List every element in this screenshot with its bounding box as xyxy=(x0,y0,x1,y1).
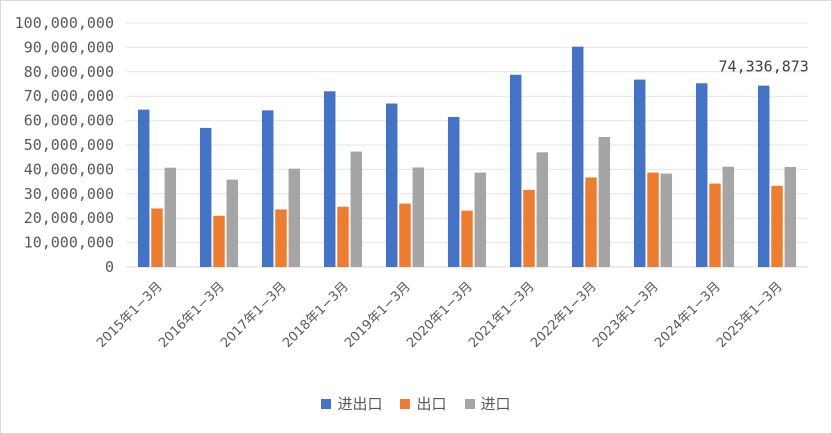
y-tick-label: 30,000,000 xyxy=(24,185,114,203)
bar xyxy=(213,215,225,267)
data-label: 74,336,873 xyxy=(719,58,809,76)
bar xyxy=(771,185,783,267)
bar xyxy=(598,136,611,267)
y-tick-label: 80,000,000 xyxy=(24,63,114,81)
y-tick-label: 60,000,000 xyxy=(24,112,114,130)
bar xyxy=(261,110,274,268)
bar xyxy=(709,183,721,267)
legend-item-export: 出口 xyxy=(400,393,447,414)
bar-chart: 0 10,000,000 20,000,000 30,000,000 40,000,00… xyxy=(15,14,809,351)
bar xyxy=(461,210,473,267)
legend-label-total: 进出口 xyxy=(337,395,383,413)
y-tick-label: 100,000,000 xyxy=(15,14,114,32)
bar xyxy=(399,203,411,267)
y-tick-label: 70,000,000 xyxy=(24,87,114,105)
bar xyxy=(722,166,735,267)
bar xyxy=(350,151,363,267)
bar xyxy=(784,166,797,267)
y-tick-label: 90,000,000 xyxy=(24,38,114,56)
bar xyxy=(571,46,584,267)
legend-item-import: 进口 xyxy=(464,393,511,414)
bar xyxy=(199,127,212,267)
y-tick-label: 40,000,000 xyxy=(24,160,114,178)
y-tick-label: 20,000,000 xyxy=(24,209,114,227)
y-tick-label: 10,000,000 xyxy=(24,234,114,252)
bar xyxy=(323,91,336,267)
bar xyxy=(757,85,770,267)
bar xyxy=(275,209,287,267)
bar xyxy=(226,179,239,267)
legend-label-import: 进口 xyxy=(480,395,511,413)
bar xyxy=(137,109,150,268)
bar xyxy=(337,206,349,267)
legend-swatch-export xyxy=(400,398,411,409)
bar xyxy=(633,79,646,267)
bar xyxy=(660,173,673,267)
bar xyxy=(585,177,597,267)
bar xyxy=(288,168,301,267)
bar xyxy=(385,103,398,268)
bar xyxy=(164,167,177,267)
legend: 进出口 出口 进口 xyxy=(0,393,832,414)
bar xyxy=(647,172,659,267)
bar xyxy=(412,167,425,267)
legend-swatch-import xyxy=(464,398,475,409)
legend-item-total: 进出口 xyxy=(321,393,382,414)
bar xyxy=(536,152,549,267)
bar xyxy=(523,189,535,267)
y-tick-label: 50,000,000 xyxy=(24,136,114,154)
legend-label-export: 出口 xyxy=(416,395,447,413)
legend-swatch-total xyxy=(321,398,332,409)
x-tick-label: 2025年1−3月 xyxy=(714,279,786,351)
bar xyxy=(474,172,487,267)
bar xyxy=(151,208,163,267)
bar xyxy=(695,83,708,267)
bar xyxy=(509,74,522,267)
bar xyxy=(447,116,460,267)
y-tick-label: 0 xyxy=(105,258,114,276)
